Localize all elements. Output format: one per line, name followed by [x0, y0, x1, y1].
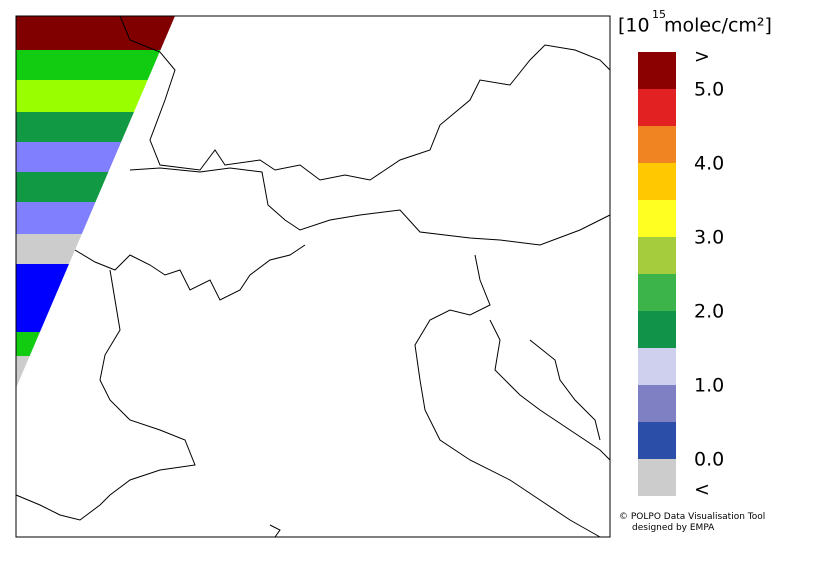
swath-stripe	[16, 142, 122, 172]
swath-stripe	[16, 202, 96, 234]
swath-stripe	[16, 16, 175, 50]
colorbar-box	[638, 348, 676, 385]
colorbar-box	[638, 237, 676, 274]
colorbar-box	[638, 89, 676, 126]
colorbar-box	[638, 274, 676, 311]
map-frame	[15, 15, 611, 538]
swath-stripe	[16, 332, 40, 356]
swath-stripe	[16, 356, 30, 388]
colorbar-label: 3.0	[694, 227, 724, 249]
swath-stripe	[16, 112, 134, 142]
colorbar-label: 4.0	[694, 153, 724, 175]
colorbar-label: 5.0	[694, 79, 724, 101]
colorbar-box	[638, 126, 676, 163]
swath-stripe	[16, 264, 69, 332]
unit-prefix: [10	[618, 15, 650, 37]
colorbar-box	[638, 311, 676, 348]
colorbar-box	[638, 52, 676, 89]
colorbar-label: <	[694, 479, 710, 501]
credit-line: designed by EMPA	[632, 523, 715, 533]
credit-line: © POLPO Data Visualisation Tool	[619, 512, 765, 522]
colorbar-box	[638, 163, 676, 200]
colorbar-box	[638, 385, 676, 422]
colorbar-box	[638, 200, 676, 237]
colorbar-label: 2.0	[694, 301, 724, 323]
swath-stripe	[16, 80, 148, 112]
swath-stripe	[16, 50, 161, 80]
satellite-swath	[16, 16, 175, 388]
unit-suffix: molec/cm²]	[664, 15, 772, 37]
colorbar-label: 1.0	[694, 375, 724, 397]
colorbar-label: >	[694, 46, 710, 68]
swath-stripe	[16, 234, 82, 264]
unit-exponent: 15	[652, 8, 666, 21]
swath-stripe	[16, 172, 109, 202]
colorbar-label: 0.0	[694, 449, 724, 471]
colorbar: >5.0 4.0 3.0 2.0 1.0 0.0 <	[638, 46, 724, 501]
colorbar-box	[638, 422, 676, 459]
colorbar-box	[638, 459, 676, 496]
country-borders	[15, 15, 611, 538]
